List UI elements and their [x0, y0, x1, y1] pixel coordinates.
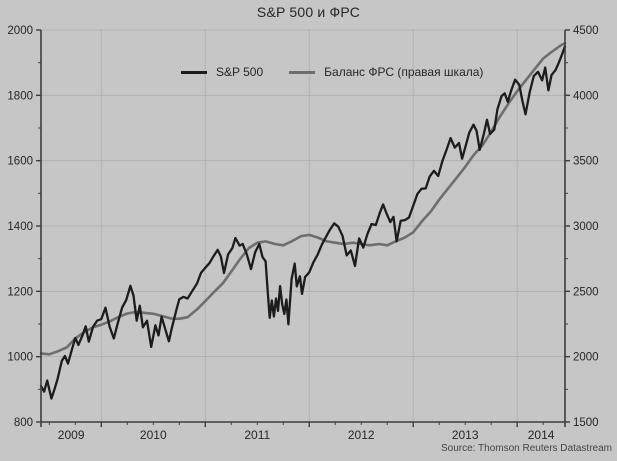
- x-tick-label: 2014: [528, 428, 555, 442]
- chart-legend: S&P 500 Баланс ФРС (правая шкала): [181, 65, 483, 79]
- right-tick-label: 3000: [573, 221, 599, 233]
- x-tick-label: 2013: [452, 428, 479, 442]
- left-tick-label: 1800: [7, 90, 33, 102]
- left-tick-label: 1000: [7, 352, 33, 364]
- fed-series-line: [39, 41, 567, 356]
- x-tick-label: 2010: [140, 428, 167, 442]
- legend-label-sp500: S&P 500: [216, 65, 264, 79]
- sp500-series-line: [39, 45, 567, 400]
- left-tick-label: 1600: [7, 156, 33, 168]
- chart-title: S&P 500 и ФРС: [256, 4, 361, 20]
- right-tick-label: 3500: [573, 156, 599, 168]
- right-tick-label: 4500: [573, 25, 599, 37]
- right-tick-label: 2000: [573, 352, 599, 364]
- x-tick-label: 2009: [58, 428, 85, 442]
- right-tick-label: 2500: [573, 286, 599, 298]
- legend-label-fed: Баланс ФРС (правая шкала): [324, 65, 484, 79]
- left-tick-label: 800: [14, 417, 33, 429]
- left-tick-label: 1200: [7, 286, 33, 298]
- right-tick-label: 4000: [573, 90, 599, 102]
- x-tick-label: 2011: [244, 428, 270, 442]
- right-tick-label: 1500: [573, 417, 599, 429]
- left-tick-label: 2000: [7, 25, 33, 37]
- fed-line-swatch: [289, 70, 316, 74]
- left-tick-label: 1400: [7, 221, 33, 233]
- source-credit: Source: Thomson Reuters Datastream: [440, 443, 612, 454]
- legend-item-fed: Баланс ФРС (правая шкала): [289, 65, 483, 79]
- x-tick-label: 2012: [348, 428, 375, 442]
- sp500-line-swatch: [181, 70, 207, 74]
- legend-item-sp500: S&P 500: [181, 65, 263, 79]
